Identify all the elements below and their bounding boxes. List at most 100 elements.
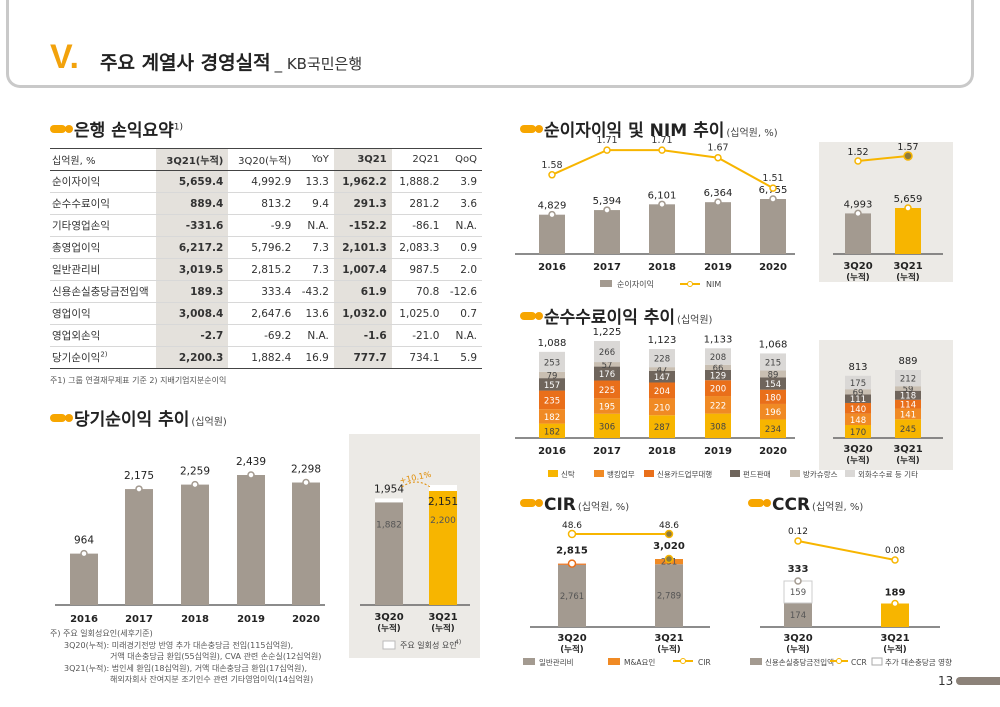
bar-onetime [375, 498, 403, 503]
table-cell: 5,659.4 [156, 170, 229, 193]
stack-segment [705, 348, 731, 365]
legend-label: 방카슈랑스 [803, 469, 838, 479]
data-label: 6,364 [704, 188, 733, 199]
total-label: 333 [788, 564, 809, 575]
bar-dot [135, 485, 143, 493]
cir-title-text: CIR [544, 495, 576, 515]
stack-segment [760, 377, 786, 390]
data-label: 4,829 [538, 201, 567, 212]
stack-segment [845, 389, 871, 395]
bar-dot [891, 599, 899, 608]
legend-label: 추가 대손충당금 영향 [885, 657, 952, 667]
ni-quarter-panel [349, 434, 480, 658]
legend-label: M&A요인 [624, 657, 655, 667]
stack-segment [539, 351, 565, 372]
table-cell: 281.2 [391, 192, 445, 215]
segment-label: 111 [850, 395, 866, 405]
tick-label: (누적) [786, 644, 810, 655]
segment-label: 79 [547, 372, 558, 382]
segment-label: 228 [654, 355, 670, 365]
ccr-title-text: CCR [772, 495, 811, 515]
table-cell: 16.9 [296, 346, 334, 369]
data-label: 2,789 [657, 592, 681, 602]
segment-label: 69 [853, 388, 864, 398]
table-cell: 61.9 [333, 280, 392, 303]
bar-dot [794, 577, 802, 585]
segment-label: 154 [765, 380, 781, 390]
legend-marker [836, 658, 842, 664]
nim-point [769, 184, 777, 192]
bar-dot [714, 198, 722, 206]
table-row: 영업이익 3,008.4 2,647.6 13.6 1,032.0 1,025.0 0.7 [50, 302, 482, 325]
tick-label: 3Q21 [893, 444, 922, 455]
table-cell: -43.2 [296, 280, 334, 303]
segment-label: 208 [710, 353, 726, 363]
table-cell: 1,007.4 [333, 258, 392, 281]
stack-segment [539, 409, 565, 424]
pl-section-title: 은행 손익요약1) [50, 116, 183, 141]
tick-label: (누적) [896, 455, 920, 466]
tick-label: (누적) [431, 623, 455, 634]
note-line: 3Q20(누적): 미래경기전망 반영 추가 대손충당금 전입(115십억원), [64, 640, 294, 650]
total-label: 189 [885, 588, 906, 599]
legend-sup: 4) [455, 639, 461, 646]
nim-label: 1.67 [707, 143, 728, 154]
stack-segment [539, 378, 565, 391]
table-cell: N.A. [296, 324, 334, 347]
table-cell: 70.8 [391, 280, 445, 303]
table-cell: N.A. [444, 324, 482, 347]
bar [375, 502, 403, 605]
tick-label: 3Q20 [783, 633, 812, 644]
total-label: 2,151 [428, 496, 458, 508]
segment-label: 287 [654, 423, 670, 433]
table-cell: 순이자이익 [50, 170, 156, 193]
stack-segment [594, 341, 620, 363]
table-cell: 2,083.3 [391, 236, 445, 259]
segment-label: 215 [765, 358, 781, 368]
table-cell: 영업이익 [50, 302, 156, 325]
nii-title-text: 순이자이익 및 NIM 추이 [544, 121, 725, 141]
stack-segment [760, 403, 786, 420]
segment-label: 253 [544, 358, 560, 368]
nim-point [903, 151, 913, 161]
table-cell: -331.6 [156, 214, 229, 237]
stack-segment [594, 362, 620, 367]
table-header-cell: 3Q21(누적) [156, 148, 229, 171]
page-title: 주요 계열사 경영실적 _ KB국민은행 [100, 48, 362, 75]
total-label: 1,225 [593, 327, 622, 338]
table-cell: 일반관리비 [50, 258, 156, 281]
table-body: 순이자이익 5,659.4 4,992.9 13.3 1,962.2 1,888.2 3.9… [50, 170, 482, 369]
table-cell: -69.2 [228, 324, 297, 347]
tick-label: 2019 [237, 614, 265, 625]
tick-label: 3Q20 [843, 444, 872, 455]
segment-label: 212 [900, 375, 916, 385]
table-cell: 신용손실충당금전입액 [50, 280, 156, 303]
ccr-label: 0.08 [885, 546, 905, 556]
segment-label: 170 [850, 428, 866, 438]
table-row: 신용손실충당금전입액 189.3 333.4 -43.2 61.9 70.8 -12.6 [50, 280, 482, 303]
stack-segment [895, 386, 921, 391]
stack-segment [895, 370, 921, 387]
ccr-unit: (십억원, %) [812, 502, 864, 513]
tick-label: (누적) [883, 644, 907, 655]
legend-swatch [790, 470, 800, 477]
tick-label: 2019 [704, 446, 732, 457]
tick-label: 2016 [70, 614, 98, 625]
legend-swatch [548, 470, 558, 477]
stack-segment [539, 371, 565, 379]
tick-label: 3Q20 [374, 612, 403, 623]
tick-label: 2018 [648, 446, 676, 457]
table-cell: 987.5 [391, 258, 445, 281]
tick-label: 3Q20 [843, 261, 872, 272]
segment-label: 204 [654, 387, 670, 397]
segment-label: 66 [713, 364, 724, 374]
bullet-icon [520, 499, 543, 507]
page-bar [956, 677, 1000, 685]
table-cell: 291.3 [333, 192, 392, 215]
bar [558, 564, 586, 627]
bar-dot [664, 554, 674, 564]
bar [845, 213, 871, 254]
stack-segment [594, 398, 620, 414]
bar-dot [191, 480, 199, 489]
cir-label: 48.6 [562, 521, 582, 531]
